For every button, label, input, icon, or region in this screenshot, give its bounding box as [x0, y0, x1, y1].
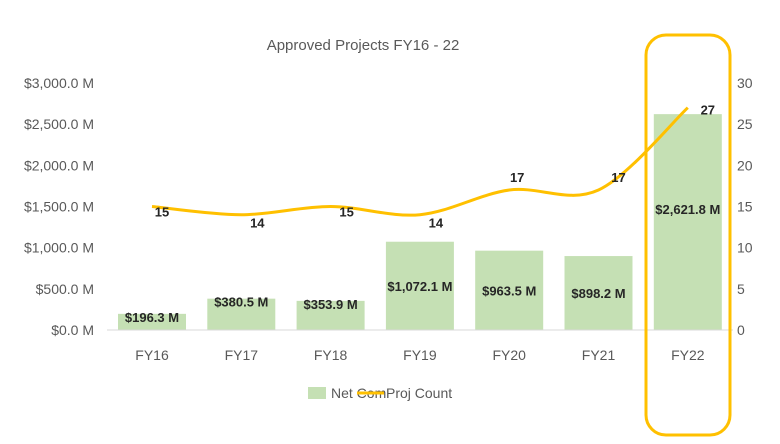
bar-fy22 — [653, 114, 722, 331]
right-axis-tick: 5 — [737, 281, 745, 297]
bar-data-label: $898.2 M — [571, 286, 625, 301]
left-axis-tick: $2,000.0 M — [24, 157, 94, 173]
bar-fy19 — [385, 241, 454, 330]
left-axis-tick: $500.0 M — [36, 281, 94, 297]
left-axis-tick: $2,500.0 M — [24, 116, 94, 132]
right-axis-tick: 0 — [737, 322, 745, 338]
bar-data-label: $380.5 M — [214, 295, 268, 310]
right-axis-tick: 20 — [737, 157, 753, 173]
bar-fy20 — [475, 250, 544, 330]
x-axis-tick: FY17 — [225, 347, 259, 363]
chart-title: Approved Projects FY16 - 22 — [267, 37, 460, 54]
bar-fy16 — [118, 313, 186, 330]
bar-fy18 — [296, 300, 365, 330]
right-axis-tick: 25 — [737, 116, 753, 132]
right-axis-tick: 30 — [737, 75, 753, 91]
legend-net-com-swatch — [308, 387, 326, 399]
bar-data-label: $2,621.8 M — [655, 202, 720, 217]
line-data-label: 14 — [429, 216, 444, 231]
bar-data-label: $196.3 M — [125, 310, 179, 325]
x-axis-tick: FY20 — [492, 347, 526, 363]
fy22-highlight-box — [644, 33, 732, 437]
bar-fy21 — [564, 256, 633, 330]
proj-count-line — [151, 106, 689, 217]
bar-data-label: $1,072.1 M — [387, 279, 452, 294]
line-data-label: 17 — [510, 170, 524, 185]
line-data-label: 15 — [155, 205, 169, 220]
line-data-label: 17 — [611, 170, 625, 185]
x-axis-tick: FY19 — [403, 347, 437, 363]
x-axis-tick: FY16 — [135, 347, 169, 363]
x-axis-tick: FY21 — [582, 347, 616, 363]
bar-fy17 — [207, 298, 276, 330]
x-axis-tick: FY22 — [671, 347, 705, 363]
x-axis-tick: FY18 — [314, 347, 348, 363]
right-axis-tick: 15 — [737, 199, 753, 215]
right-axis-tick: 10 — [737, 240, 753, 256]
left-axis-tick: $0.0 M — [51, 322, 94, 338]
bar-data-label: $353.9 M — [303, 297, 357, 312]
line-data-label: 15 — [339, 205, 353, 220]
line-data-label: 14 — [250, 216, 265, 231]
bar-data-label: $963.5 M — [482, 283, 536, 298]
left-axis-tick: $3,000.0 M — [24, 75, 94, 91]
legend-proj-count: Proj Count — [386, 385, 452, 401]
line-data-label: 27 — [701, 103, 715, 118]
legend: Net Com Proj Count — [308, 385, 452, 401]
left-axis-tick: $1,500.0 M — [24, 199, 94, 215]
left-axis-tick: $1,000.0 M — [24, 240, 94, 256]
